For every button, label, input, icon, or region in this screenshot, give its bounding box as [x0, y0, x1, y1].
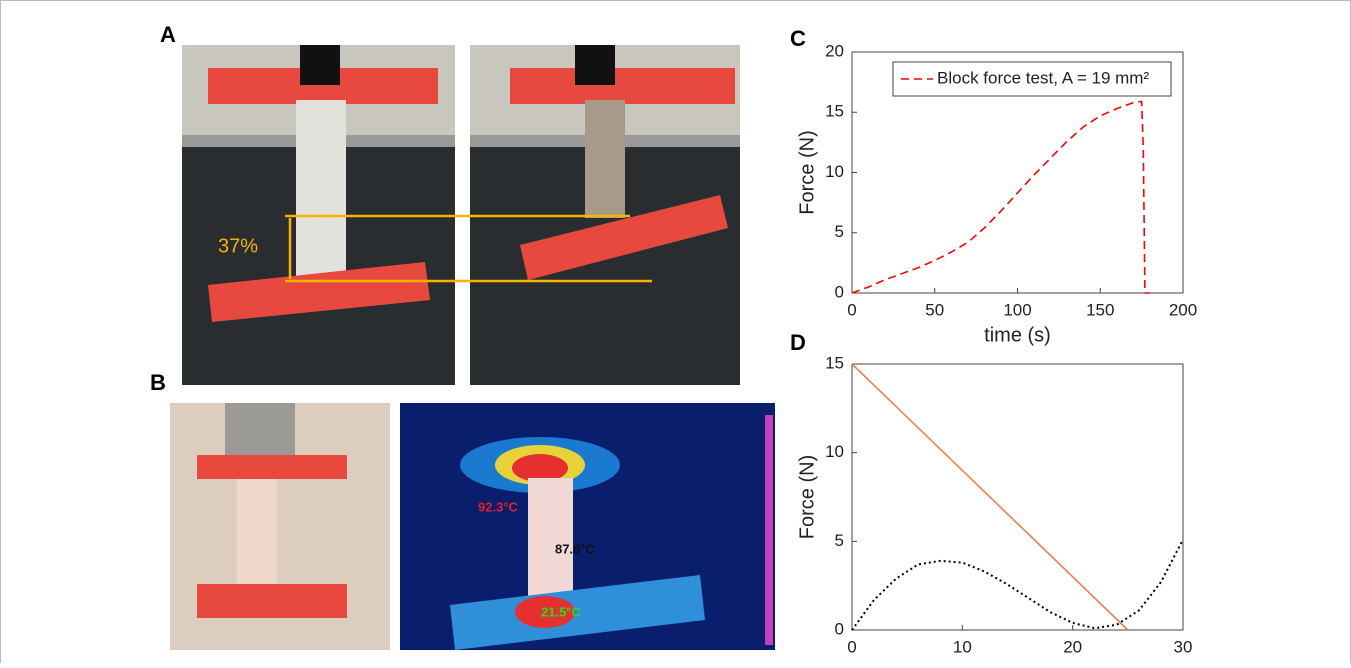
x-tick-label: 10 [953, 637, 972, 656]
x-tick-label: 0 [847, 300, 856, 319]
x-tick-label: 150 [1086, 300, 1114, 319]
y-tick-label: 15 [825, 353, 844, 372]
photo [170, 403, 390, 650]
y-axis-label: Force (N) [796, 130, 818, 214]
y-tick-label: 0 [835, 619, 844, 638]
annotation: 37% [218, 235, 258, 257]
panel-label: C [790, 26, 806, 51]
figure: A B C D 37% [0, 0, 1351, 663]
thermal-image [400, 403, 775, 650]
annotation: 92.3°C [478, 499, 519, 514]
y-tick-label: 0 [835, 282, 844, 301]
annotation: 87.8°C [555, 541, 596, 556]
x-tick-label: 200 [1169, 300, 1197, 319]
x-tick-label: 0 [847, 637, 856, 656]
panel-label: B [150, 370, 166, 395]
x-tick-label: 50 [925, 300, 944, 319]
y-tick-label: 20 [825, 41, 844, 60]
x-axis-label: time (s) [984, 324, 1051, 346]
panel-label: D [790, 330, 806, 355]
x-tick-label: 30 [1174, 637, 1193, 656]
y-axis-label: Force (N) [796, 455, 818, 539]
y-tick-label: 10 [825, 442, 844, 461]
x-tick-label: 100 [1003, 300, 1031, 319]
x-tick-label: 20 [1063, 637, 1082, 656]
panel-label: A [160, 22, 176, 47]
legend-label: Block force test, A = 19 mm² [937, 68, 1149, 87]
y-tick-label: 5 [835, 531, 844, 550]
y-tick-label: 15 [825, 102, 844, 121]
y-tick-label: 10 [825, 162, 844, 181]
y-tick-label: 5 [835, 222, 844, 241]
annotation: 21.5°C [541, 604, 582, 619]
